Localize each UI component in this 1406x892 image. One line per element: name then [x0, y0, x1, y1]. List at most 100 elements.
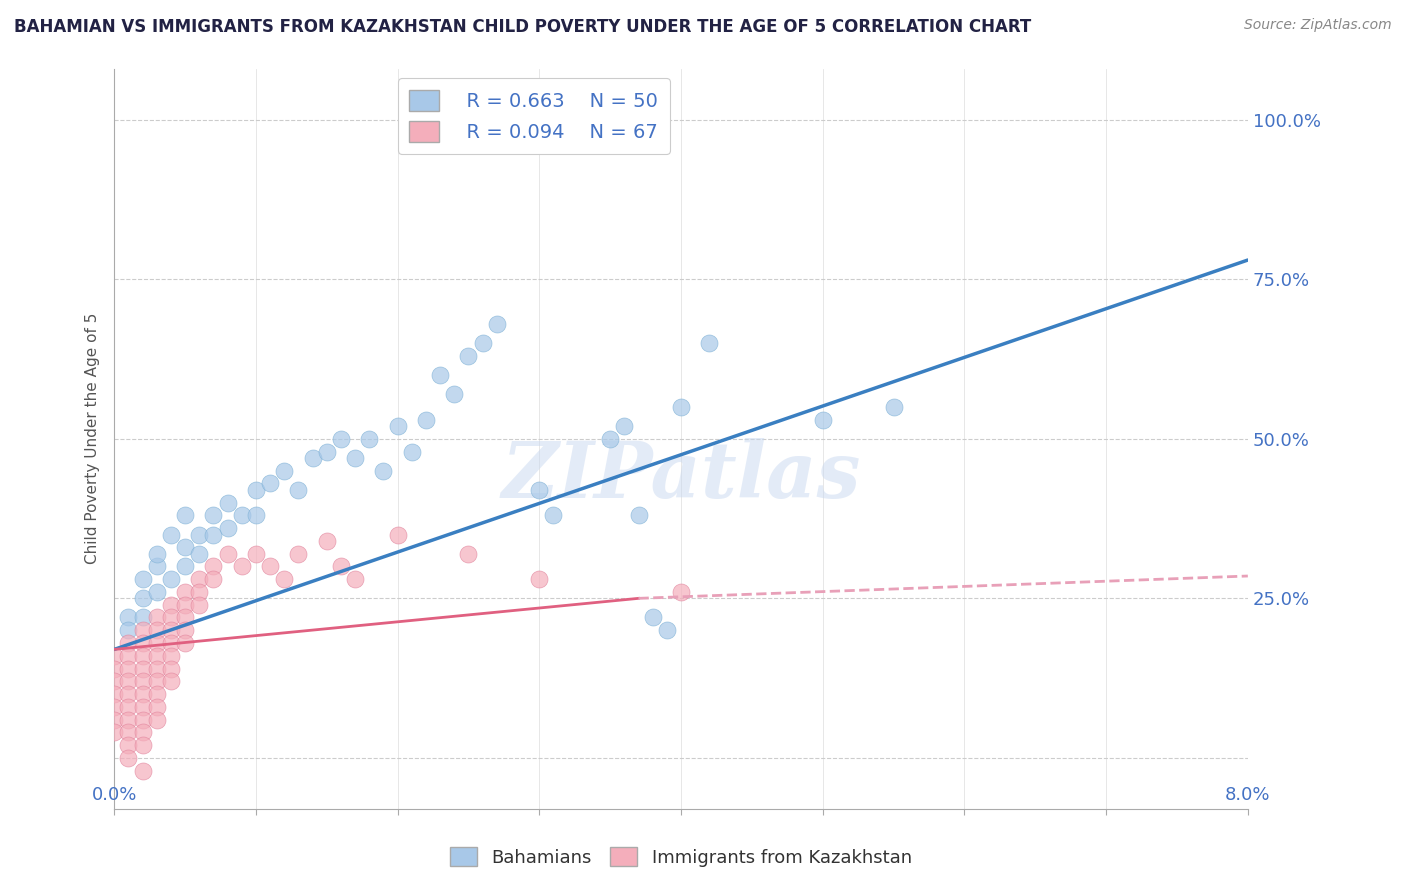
Point — [174, 610, 197, 624]
Point — [188, 572, 211, 586]
Point — [131, 591, 153, 606]
Point — [131, 687, 153, 701]
Point — [160, 610, 183, 624]
Point — [485, 317, 508, 331]
Point — [160, 598, 183, 612]
Point — [145, 624, 167, 638]
Point — [457, 547, 479, 561]
Point — [117, 699, 139, 714]
Point — [443, 387, 465, 401]
Point — [217, 495, 239, 509]
Point — [344, 572, 367, 586]
Point — [188, 527, 211, 541]
Point — [429, 368, 451, 382]
Point — [174, 585, 197, 599]
Point — [117, 624, 139, 638]
Point — [301, 450, 323, 465]
Point — [613, 419, 636, 434]
Point — [145, 636, 167, 650]
Point — [699, 336, 721, 351]
Point — [174, 598, 197, 612]
Point — [103, 699, 125, 714]
Point — [315, 533, 337, 548]
Point — [641, 610, 664, 624]
Point — [471, 336, 494, 351]
Point — [202, 527, 225, 541]
Point — [373, 464, 395, 478]
Point — [669, 400, 692, 414]
Point — [145, 713, 167, 727]
Point — [245, 508, 267, 523]
Point — [883, 400, 905, 414]
Point — [627, 508, 650, 523]
Text: Source: ZipAtlas.com: Source: ZipAtlas.com — [1244, 18, 1392, 32]
Point — [103, 674, 125, 689]
Point — [103, 662, 125, 676]
Point — [457, 349, 479, 363]
Point — [344, 450, 367, 465]
Point — [145, 674, 167, 689]
Point — [131, 674, 153, 689]
Point — [117, 648, 139, 663]
Point — [131, 713, 153, 727]
Point — [145, 585, 167, 599]
Point — [811, 412, 834, 426]
Point — [160, 572, 183, 586]
Point — [145, 559, 167, 574]
Point — [202, 572, 225, 586]
Point — [217, 521, 239, 535]
Point — [145, 687, 167, 701]
Point — [231, 559, 253, 574]
Point — [387, 419, 409, 434]
Point — [273, 572, 295, 586]
Point — [117, 610, 139, 624]
Point — [174, 508, 197, 523]
Point — [103, 687, 125, 701]
Point — [529, 483, 551, 497]
Point — [245, 547, 267, 561]
Text: 8.0%: 8.0% — [1225, 786, 1271, 804]
Point — [202, 559, 225, 574]
Point — [131, 738, 153, 752]
Point — [329, 432, 352, 446]
Point — [174, 624, 197, 638]
Point — [160, 662, 183, 676]
Point — [655, 624, 678, 638]
Point — [117, 738, 139, 752]
Point — [131, 662, 153, 676]
Point — [160, 674, 183, 689]
Text: ZIPatlas: ZIPatlas — [502, 438, 860, 514]
Point — [543, 508, 565, 523]
Point — [160, 527, 183, 541]
Point — [117, 751, 139, 765]
Point — [529, 572, 551, 586]
Point — [188, 547, 211, 561]
Point — [103, 725, 125, 739]
Point — [259, 476, 281, 491]
Point — [202, 508, 225, 523]
Point — [145, 648, 167, 663]
Point — [131, 648, 153, 663]
Point — [131, 764, 153, 778]
Point — [401, 444, 423, 458]
Point — [160, 648, 183, 663]
Point — [131, 725, 153, 739]
Point — [174, 541, 197, 555]
Point — [174, 636, 197, 650]
Point — [231, 508, 253, 523]
Point — [287, 547, 309, 561]
Point — [599, 432, 621, 446]
Point — [217, 547, 239, 561]
Text: BAHAMIAN VS IMMIGRANTS FROM KAZAKHSTAN CHILD POVERTY UNDER THE AGE OF 5 CORRELAT: BAHAMIAN VS IMMIGRANTS FROM KAZAKHSTAN C… — [14, 18, 1032, 36]
Point — [273, 464, 295, 478]
Point — [415, 412, 437, 426]
Text: 0.0%: 0.0% — [91, 786, 136, 804]
Point — [387, 527, 409, 541]
Point — [245, 483, 267, 497]
Point — [117, 725, 139, 739]
Point — [287, 483, 309, 497]
Point — [131, 572, 153, 586]
Point — [131, 699, 153, 714]
Point — [117, 674, 139, 689]
Point — [145, 547, 167, 561]
